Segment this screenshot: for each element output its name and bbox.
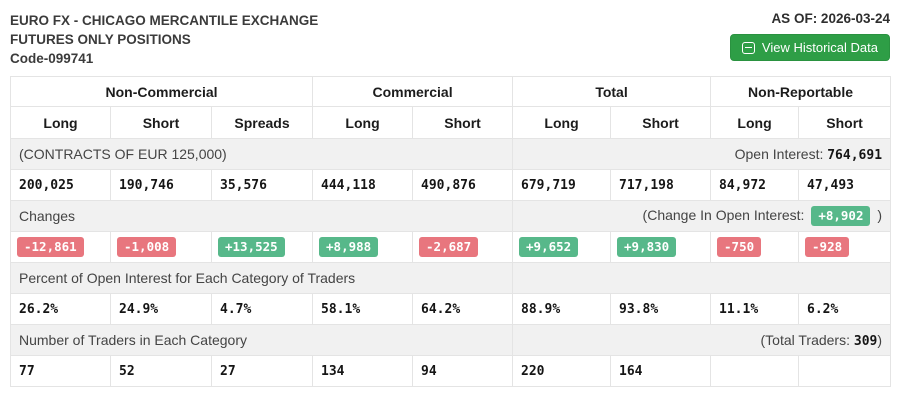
- changes-values-row: -12,861 -1,008 +13,525 +8,988 -2,687 +9,…: [10, 231, 892, 263]
- percent-value: 58.1%: [312, 293, 414, 325]
- traders-value-empty: [710, 355, 800, 387]
- position-value: 84,972: [710, 169, 800, 201]
- percent-value: 88.9%: [512, 293, 612, 325]
- change-open-interest-cell: (Change In Open Interest: +8,902 ): [512, 200, 892, 232]
- change-cell: +13,525: [210, 231, 314, 263]
- contracts-row: (CONTRACTS OF EUR 125,000) Open Interest…: [9, 138, 892, 170]
- change-oi-prefix: (Change In Open Interest:: [642, 207, 805, 223]
- position-value: 200,025: [10, 169, 111, 201]
- change-cell: -1,008: [110, 231, 212, 263]
- traders-value: 220: [512, 355, 612, 387]
- traders-value: 164: [610, 355, 712, 387]
- traders-value: 77: [10, 355, 111, 387]
- as-of-date: AS OF: 2026-03-24: [771, 11, 890, 26]
- total-traders-suffix: ): [877, 331, 883, 348]
- header-right: AS OF: 2026-03-24 View Historical Data: [729, 11, 890, 61]
- col-header-nr-long: Long: [710, 106, 800, 139]
- position-value: 490,876: [412, 169, 514, 201]
- col-header-nr-short: Short: [798, 106, 892, 139]
- change-badge: -750: [717, 237, 762, 257]
- page-header: EURO FX - CHICAGO MERCANTILE EXCHANGE FU…: [0, 0, 900, 76]
- change-cell: +8,988: [312, 231, 414, 263]
- change-badge: -2,687: [419, 237, 479, 257]
- col-header-nc-long: Long: [10, 106, 111, 139]
- sub-header-row: Long Short Spreads Long Short Long Short…: [10, 106, 892, 139]
- col-header-nc-short: Short: [110, 106, 212, 139]
- group-header-non-commercial: Non-Commercial: [9, 76, 314, 107]
- change-badge: -928: [805, 237, 850, 257]
- total-traders-cell: (Total Traders: 309): [512, 324, 892, 356]
- open-interest-value: 764,691: [827, 147, 883, 163]
- position-value: 190,746: [110, 169, 212, 201]
- col-header-nc-spreads: Spreads: [210, 106, 314, 139]
- col-header-c-long: Long: [312, 106, 414, 139]
- percent-value: 93.8%: [610, 293, 712, 325]
- percent-value: 24.9%: [110, 293, 212, 325]
- percent-value: 26.2%: [10, 293, 111, 325]
- view-historical-data-label: View Historical Data: [761, 40, 878, 55]
- percent-label-spacer: [512, 262, 892, 294]
- report-title-block: EURO FX - CHICAGO MERCANTILE EXCHANGE FU…: [10, 11, 318, 68]
- positions-row: 200,025 190,746 35,576 444,118 490,876 6…: [10, 169, 892, 201]
- box-minus-icon: [741, 41, 755, 54]
- percent-value: 6.2%: [798, 293, 892, 325]
- report-subtitle: FUTURES ONLY POSITIONS: [10, 32, 191, 47]
- traders-label-row: Number of Traders in Each Category (Tota…: [9, 324, 892, 356]
- total-traders-prefix: (Total Traders:: [760, 331, 850, 348]
- contracts-label: (CONTRACTS OF EUR 125,000): [9, 138, 514, 170]
- percent-label: Percent of Open Interest for Each Catego…: [9, 262, 514, 294]
- traders-value: 52: [110, 355, 212, 387]
- traders-value: 134: [312, 355, 414, 387]
- cot-positions-table: Non-Commercial Commercial Total Non-Repo…: [9, 76, 892, 387]
- group-header-row: Non-Commercial Commercial Total Non-Repo…: [9, 76, 892, 107]
- traders-row: 77 52 27 134 94 220 164: [10, 355, 892, 387]
- change-cell: -12,861: [10, 231, 111, 263]
- report-code: Code-099741: [10, 51, 94, 66]
- change-cell: -750: [710, 231, 800, 263]
- change-cell: -928: [798, 231, 892, 263]
- traders-value: 27: [210, 355, 314, 387]
- traders-value-empty: [798, 355, 892, 387]
- position-value: 679,719: [512, 169, 612, 201]
- position-value: 717,198: [610, 169, 712, 201]
- change-badge: -12,861: [17, 237, 84, 257]
- position-value: 35,576: [210, 169, 314, 201]
- change-cell: -2,687: [412, 231, 514, 263]
- percent-label-row: Percent of Open Interest for Each Catego…: [9, 262, 892, 294]
- position-value: 47,493: [798, 169, 892, 201]
- open-interest-label: Open Interest:: [734, 145, 824, 162]
- traders-value: 94: [412, 355, 514, 387]
- change-badge: +13,525: [218, 237, 285, 257]
- change-cell: +9,652: [512, 231, 612, 263]
- change-badge: +9,652: [519, 237, 579, 257]
- open-interest-cell: Open Interest: 764,691: [512, 138, 892, 170]
- col-header-c-short: Short: [412, 106, 514, 139]
- position-value: 444,118: [312, 169, 414, 201]
- traders-label: Number of Traders in Each Category: [9, 324, 514, 356]
- changes-label: Changes: [9, 200, 514, 232]
- col-header-t-short: Short: [610, 106, 712, 139]
- change-badge: -1,008: [117, 237, 177, 257]
- change-cell: +9,830: [610, 231, 712, 263]
- change-oi-suffix: ): [877, 207, 883, 223]
- group-header-non-reportable: Non-Reportable: [710, 76, 892, 107]
- group-header-total: Total: [512, 76, 712, 107]
- percent-row: 26.2% 24.9% 4.7% 58.1% 64.2% 88.9% 93.8%…: [10, 293, 892, 325]
- percent-value: 64.2%: [412, 293, 514, 325]
- percent-value: 4.7%: [210, 293, 314, 325]
- changes-label-row: Changes (Change In Open Interest: +8,902…: [9, 200, 892, 232]
- total-traders-value: 309: [853, 333, 878, 349]
- change-badge: +9,830: [617, 237, 677, 257]
- view-historical-data-button[interactable]: View Historical Data: [729, 34, 890, 61]
- group-header-commercial: Commercial: [312, 76, 514, 107]
- change-badge: +8,988: [319, 237, 379, 257]
- change-oi-badge: +8,902: [811, 206, 871, 226]
- report-title: EURO FX - CHICAGO MERCANTILE EXCHANGE: [10, 13, 319, 28]
- percent-value: 11.1%: [710, 293, 800, 325]
- col-header-t-long: Long: [512, 106, 612, 139]
